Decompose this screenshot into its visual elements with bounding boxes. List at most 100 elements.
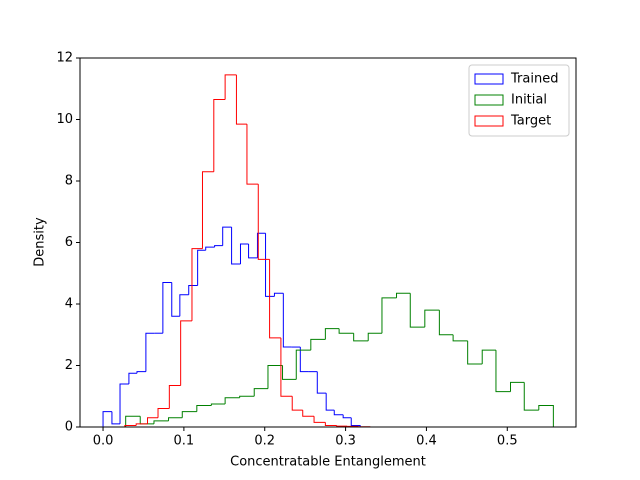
- histogram-bin: [102, 411, 112, 427]
- histogram-bin: [267, 365, 283, 389]
- histogram-bin: [119, 383, 129, 424]
- histogram-bin: [299, 347, 309, 373]
- legend-label: Target: [510, 114, 551, 129]
- y-tick-label: 6: [65, 235, 73, 250]
- histogram-bin: [188, 285, 198, 295]
- histogram-bin: [180, 320, 192, 386]
- histogram-bin: [214, 245, 223, 248]
- legend-swatch: [474, 73, 504, 85]
- histogram-bin: [295, 349, 311, 380]
- histogram-bin: [125, 415, 141, 427]
- histogram-bin: [248, 244, 258, 259]
- histogram-bin: [282, 293, 292, 348]
- histogram-bin: [523, 382, 539, 411]
- y-tick-label: 2: [65, 358, 73, 373]
- histogram-bin: [381, 297, 397, 334]
- histogram-bin: [481, 349, 496, 364]
- histogram-bin: [342, 414, 352, 419]
- histogram-bin: [510, 381, 525, 392]
- histogram-bin: [153, 420, 169, 424]
- histogram-bin: [136, 371, 146, 374]
- histogram-bin: [291, 396, 303, 411]
- histogram-bin: [235, 74, 247, 125]
- histogram-bin: [197, 249, 206, 286]
- histogram-bin: [201, 171, 214, 249]
- histogram-bin: [265, 233, 275, 297]
- histogram-bin: [111, 411, 121, 425]
- y-tick-label: 0: [65, 420, 73, 435]
- histogram-bin: [191, 248, 203, 321]
- legend-label: Trained: [510, 72, 558, 87]
- histogram-bin: [338, 328, 354, 334]
- x-tick-label: 0.0: [93, 434, 114, 449]
- histogram-bin: [135, 423, 148, 426]
- histogram-bin: [310, 338, 326, 351]
- histogram-bin: [409, 293, 425, 328]
- histogram-bin: [336, 425, 348, 427]
- histogram-bin: [124, 424, 137, 427]
- histogram-bin: [196, 404, 212, 412]
- histogram-bin: [145, 332, 155, 372]
- histogram-bin: [282, 365, 297, 380]
- legend-box: [468, 64, 570, 137]
- x-tick-label: 0.2: [254, 434, 275, 449]
- histogram-bin: [224, 74, 237, 100]
- histogram-bin: [157, 408, 170, 418]
- histogram-bin: [239, 243, 249, 265]
- histogram-bin: [179, 294, 189, 317]
- x-tick-label: 0.4: [416, 434, 437, 449]
- histogram-bin: [147, 417, 159, 424]
- histogram-bin: [396, 292, 411, 298]
- x-tick-label: 0.1: [174, 434, 195, 449]
- histogram-bin: [253, 388, 268, 397]
- histogram-bin: [257, 184, 270, 260]
- legend-swatch: [474, 115, 504, 127]
- y-axis-label: Density: [33, 217, 48, 267]
- histogram-bin: [350, 417, 361, 427]
- histogram-bin: [438, 310, 454, 336]
- histogram-bin: [324, 328, 340, 340]
- legend-swatch: [474, 94, 504, 106]
- plot-frame: [79, 57, 577, 428]
- histogram-bin: [231, 227, 241, 265]
- legend-label: Initial: [511, 93, 547, 108]
- histogram-bin: [210, 403, 226, 406]
- y-tick-label: 10: [56, 112, 73, 127]
- histogram-bin: [181, 411, 197, 418]
- histogram-bin: [324, 422, 337, 426]
- histogram-bin: [273, 292, 284, 297]
- histogram-bin: [452, 334, 468, 342]
- histogram-bin: [424, 309, 440, 328]
- histogram-bin: [316, 371, 327, 394]
- histogram-bin: [213, 99, 226, 172]
- histogram-bin: [269, 259, 281, 339]
- y-tick-label: 8: [65, 174, 73, 189]
- histogram-bin: [280, 337, 293, 397]
- histogram-bin: [246, 124, 259, 185]
- x-tick-label: 0.5: [497, 434, 518, 449]
- histogram-bin: [222, 226, 232, 246]
- histogram-bin: [302, 410, 315, 417]
- histogram-bin: [224, 397, 240, 404]
- histogram-bin: [333, 410, 344, 416]
- histogram-bin: [168, 384, 181, 409]
- histogram-bin: [239, 395, 255, 398]
- histogram-bin: [128, 372, 137, 384]
- histogram-bin: [168, 417, 183, 421]
- histogram-bin: [171, 282, 180, 317]
- histogram-bin: [538, 404, 554, 427]
- histogram-bin: [325, 393, 335, 411]
- x-tick-label: 0.3: [335, 434, 356, 449]
- x-axis-label: Concentratable Entanglement: [230, 455, 426, 470]
- histogram-bin: [162, 281, 172, 334]
- histogram-bin: [256, 232, 266, 258]
- histogram-bin: [495, 350, 511, 393]
- histogram-bin: [205, 246, 215, 251]
- histogram-bin: [353, 333, 369, 342]
- histogram-bin: [313, 416, 326, 423]
- histogram-bin: [367, 332, 382, 341]
- y-tick-label: 4: [65, 297, 73, 312]
- histogram-bin: [467, 340, 483, 365]
